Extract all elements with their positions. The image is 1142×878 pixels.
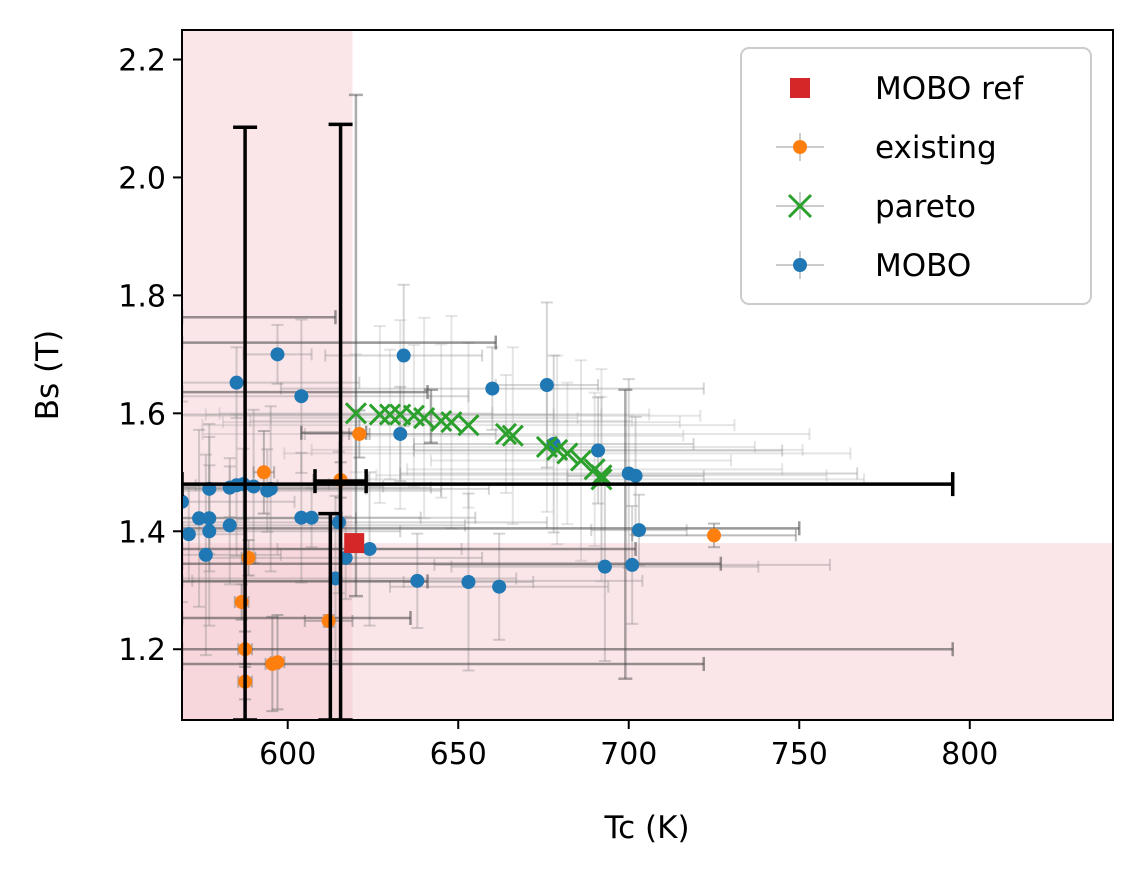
mobo-point <box>198 547 213 562</box>
pareto-point <box>494 422 518 446</box>
pareto-point <box>569 449 593 472</box>
x-tick-label: 600 <box>259 737 316 772</box>
shaded-region-0 <box>182 30 353 720</box>
pareto-point <box>402 404 425 427</box>
mobo-point <box>202 524 217 539</box>
y-tick-label: 1.4 <box>118 515 166 550</box>
existing-point <box>707 528 721 543</box>
existing-point <box>270 655 285 670</box>
x-tick-label: 750 <box>771 737 828 772</box>
mobo-point <box>304 510 319 525</box>
mobo-point <box>294 510 309 525</box>
pareto-point <box>378 403 402 426</box>
mobo-point <box>192 511 207 526</box>
pareto-point <box>368 403 391 426</box>
highlighted-errorbars <box>182 122 955 720</box>
y-tick-label: 2.2 <box>118 43 166 78</box>
x-tick-label: 700 <box>600 737 657 772</box>
mobo-point <box>393 426 408 441</box>
mobo-point <box>492 579 507 594</box>
mobo-point <box>362 541 377 556</box>
legend-label: pareto <box>875 189 976 225</box>
mobo-point <box>396 348 411 363</box>
pareto-point <box>535 435 558 459</box>
pareto-point <box>590 464 613 487</box>
mobo-point <box>625 557 640 572</box>
mobo-point <box>485 381 500 396</box>
mobo-point <box>591 443 606 458</box>
mobo-point <box>182 527 196 542</box>
legend-label: existing <box>875 130 997 166</box>
mobo-point <box>597 559 612 574</box>
mobo-point <box>546 437 561 451</box>
mobo-point <box>631 523 646 538</box>
x-tick-label: 800 <box>941 737 998 772</box>
legend-box <box>740 47 1092 305</box>
y-tick-label: 1.6 <box>118 397 166 432</box>
pareto-point <box>501 424 524 447</box>
dark-errorbars <box>182 93 954 680</box>
pareto-point <box>457 414 480 437</box>
pareto-point <box>430 409 453 433</box>
mobo-point <box>461 575 476 589</box>
mobo-point <box>628 468 643 483</box>
mobo-point <box>539 378 554 393</box>
legend-marker-circle <box>793 258 807 272</box>
pareto-point <box>590 468 613 491</box>
x-axis-label: Tc (K) <box>603 810 689 846</box>
legend: MOBO ref existing pareto MOBO <box>740 47 1092 305</box>
mobo-point <box>182 494 189 509</box>
y-tick-label: 2.0 <box>118 161 166 196</box>
existing-point <box>352 426 367 441</box>
mobo-ref-point <box>344 533 365 554</box>
axes: 600 650 700 750 800 1.2 1.4 1.6 1.8 2.0 2.2 <box>118 43 998 772</box>
legend-marker-square <box>790 78 810 98</box>
y-tick-label: 1.8 <box>118 279 166 314</box>
shaded-region-1 <box>182 543 1113 720</box>
mobo-point <box>294 389 309 404</box>
legend-marker-x <box>787 193 813 219</box>
mobo-point <box>246 479 261 494</box>
mobo-point <box>410 573 425 588</box>
legend-marker-circle <box>793 140 807 154</box>
plot-frame <box>181 29 1114 721</box>
mobo-point <box>229 375 244 390</box>
pareto-point <box>556 442 579 465</box>
legend-label: MOBO ref <box>875 71 1024 107</box>
mobo-point <box>202 511 217 526</box>
pareto-point <box>546 438 569 461</box>
x-tick-label: 650 <box>430 737 487 772</box>
pareto-point <box>344 402 367 425</box>
y-tick-label: 1.2 <box>118 633 166 668</box>
legend-label: MOBO <box>875 248 971 284</box>
existing-point <box>256 465 271 480</box>
mobo-point <box>270 347 285 362</box>
y-axis-label: Bs (T) <box>30 330 66 420</box>
pareto-point <box>440 411 463 434</box>
mobo-point <box>222 518 237 533</box>
